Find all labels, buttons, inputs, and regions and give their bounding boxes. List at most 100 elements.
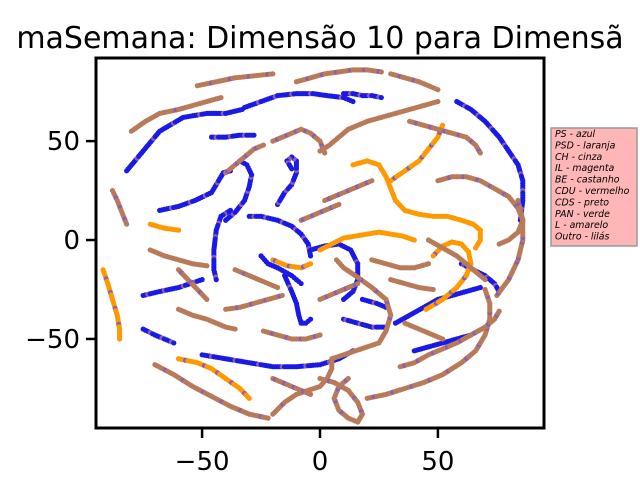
scatter-series: [298, 201, 342, 223]
scatter-point: [274, 284, 281, 291]
scatter-series: [364, 98, 441, 124]
scatter-point: [440, 336, 446, 342]
scatter-series: [175, 306, 238, 332]
scatter-point: [477, 150, 483, 156]
x-tick-label: 50: [421, 447, 454, 477]
scatter-point: [213, 277, 219, 283]
scatter-point: [473, 245, 479, 251]
scatter-point: [265, 415, 271, 421]
scatter-series: [407, 118, 483, 156]
scatter-series: [211, 207, 233, 283]
scatter-series: [270, 257, 314, 271]
scatter-point: [425, 261, 432, 267]
scatter-series: [454, 98, 526, 223]
scatter-series: [208, 132, 257, 140]
scatter-point: [260, 142, 267, 148]
scatter-point: [171, 340, 177, 346]
scatter-series: [274, 154, 300, 208]
scatter-point: [378, 69, 384, 75]
scatter-series: [109, 187, 130, 227]
scatter-point: [246, 395, 252, 401]
legend-entry: Outro - lilás: [555, 232, 609, 243]
scatter-series: [128, 94, 224, 134]
scatter-point: [340, 296, 347, 302]
scatter-point: [515, 197, 521, 204]
scatter-series: [232, 267, 281, 291]
scatter-series: [260, 328, 323, 342]
scatter-point: [435, 98, 441, 105]
scatter-series: [223, 142, 267, 176]
scatter-point: [289, 166, 295, 172]
legend-entry: BE - castanho: [555, 175, 620, 186]
scatter-series: [317, 229, 417, 253]
scatter-series: [100, 267, 123, 342]
scatter-series: [147, 247, 210, 269]
scatter-point: [496, 241, 502, 247]
scatter-point: [345, 375, 351, 382]
scatter-point: [430, 286, 436, 293]
scatter-series: [392, 284, 483, 326]
scatter-point: [317, 332, 323, 338]
scatter-point: [355, 280, 361, 287]
x-tick-label: 0: [312, 447, 329, 477]
scatter-point: [378, 94, 384, 101]
scatter-points: [100, 67, 526, 425]
y-tick-label: 50: [47, 127, 80, 157]
scatter-series: [340, 316, 389, 330]
scatter-series: [388, 122, 446, 184]
scatter-point: [482, 277, 488, 283]
scatter-series: [152, 362, 271, 421]
scatter-point: [270, 71, 276, 77]
scatter-series: [175, 356, 252, 401]
scatter-series: [147, 221, 182, 233]
scatter-point: [204, 296, 210, 302]
legend-box: [550, 127, 638, 247]
legend-entry: CDU - vermelho: [555, 186, 630, 197]
legend-entry: CDS - preto: [555, 197, 609, 208]
scatter-series: [140, 277, 205, 299]
scatter-series: [317, 375, 366, 425]
scatter-series: [317, 118, 370, 154]
legend-entry: IL - magenta: [555, 163, 615, 174]
scatter-series: [364, 286, 493, 401]
scatter-point: [175, 227, 182, 233]
scatter-point: [307, 316, 314, 322]
scatter-point: [369, 178, 375, 184]
legend-entry: L - amarelo: [555, 220, 608, 231]
scatter-series: [140, 326, 177, 346]
scatter-series: [425, 237, 488, 283]
scatter-series: [435, 174, 526, 247]
y-axis: 50 0 −50: [25, 127, 96, 355]
scatter-point: [232, 326, 238, 332]
scatter-series: [282, 273, 314, 326]
legend-entry: PSD - laranja: [555, 140, 616, 151]
scatter-series: [124, 106, 245, 174]
scatter-series: [241, 91, 356, 111]
scatter-point: [307, 253, 314, 259]
scatter-point: [411, 237, 417, 243]
scatter-series: [194, 71, 276, 89]
scatter-point: [496, 308, 502, 314]
legend-entry: PAN - verde: [555, 209, 610, 220]
scatter-point: [477, 284, 483, 291]
scatter-series: [359, 296, 389, 310]
chart-title: maSemana: Dimensão 10 para Dimensã: [16, 21, 623, 56]
scatter-series: [388, 277, 436, 293]
scatter-point: [440, 122, 446, 128]
scatter-point: [350, 98, 356, 105]
scatter-series: [369, 257, 432, 271]
scatter-series: [157, 168, 233, 213]
scatter-point: [482, 286, 488, 293]
scatter-series: [270, 375, 314, 397]
scatter-series: [402, 320, 446, 342]
scatter-series: [317, 280, 361, 302]
scatter-series: [175, 267, 210, 302]
scatter-series: [350, 158, 483, 251]
scatter-series: [270, 257, 394, 417]
x-tick-label: −50: [175, 447, 230, 477]
scatter-point: [124, 221, 130, 227]
scatter-series: [340, 91, 384, 101]
scatter-series: [322, 178, 375, 204]
scatter-series: [223, 292, 285, 312]
